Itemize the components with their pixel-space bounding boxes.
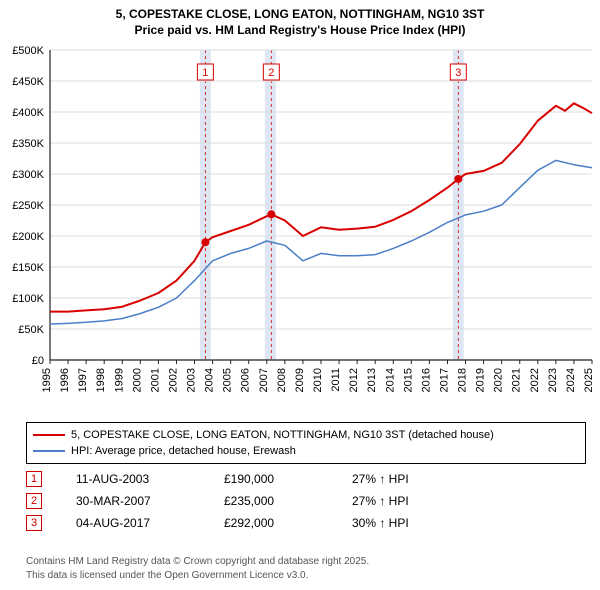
svg-text:£0: £0 [32,355,44,367]
svg-text:2015: 2015 [402,368,414,392]
svg-text:2024: 2024 [565,368,577,392]
svg-text:3: 3 [455,67,461,79]
svg-text:£400K: £400K [12,107,44,119]
credits-line: This data is licensed under the Open Gov… [26,569,369,583]
svg-text:2010: 2010 [312,368,324,392]
title-line-1: 5, COPESTAKE CLOSE, LONG EATON, NOTTINGH… [0,6,600,22]
svg-text:2013: 2013 [366,368,378,392]
svg-text:1: 1 [202,67,208,79]
svg-text:2000: 2000 [131,368,143,392]
marker-date: 11-AUG-2003 [76,472,196,486]
legend-label: 5, COPESTAKE CLOSE, LONG EATON, NOTTINGH… [71,429,494,441]
legend-swatch [33,450,65,452]
credits: Contains HM Land Registry data © Crown c… [26,555,369,582]
svg-text:2006: 2006 [240,368,252,392]
svg-text:£50K: £50K [18,324,44,336]
marker-price: £190,000 [224,472,324,486]
marker-row: 3 04-AUG-2017 £292,000 30% ↑ HPI [26,512,586,534]
marker-badge: 2 [26,493,42,509]
marker-pct: 27% ↑ HPI [352,494,472,508]
chart-area: £0 £50K £100K £150K £200K £250K £300K £350K £400… [0,44,600,414]
svg-text:2008: 2008 [276,368,288,392]
chart-title: 5, COPESTAKE CLOSE, LONG EATON, NOTTINGH… [0,0,600,38]
svg-text:2009: 2009 [294,368,306,392]
marker-price: £292,000 [224,516,324,530]
marker-row: 2 30-MAR-2007 £235,000 27% ↑ HPI [26,490,586,512]
marker-price: £235,000 [224,494,324,508]
marker-badge: 3 [26,515,42,531]
marker-date: 04-AUG-2017 [76,516,196,530]
legend-swatch [33,434,65,436]
svg-text:1998: 1998 [95,368,107,392]
svg-text:2001: 2001 [149,368,161,392]
marker-pct: 30% ↑ HPI [352,516,472,530]
svg-text:£100K: £100K [12,293,44,305]
svg-text:2025: 2025 [583,368,595,392]
svg-text:2004: 2004 [204,368,216,392]
svg-text:2002: 2002 [167,368,179,392]
svg-text:£350K: £350K [12,138,44,150]
svg-text:£250K: £250K [12,200,44,212]
svg-text:1997: 1997 [77,368,89,392]
legend-item: 5, COPESTAKE CLOSE, LONG EATON, NOTTINGH… [33,427,579,443]
credits-line: Contains HM Land Registry data © Crown c… [26,555,369,569]
title-line-2: Price paid vs. HM Land Registry's House … [0,22,600,38]
svg-text:2023: 2023 [547,368,559,392]
svg-text:£500K: £500K [12,45,44,57]
svg-text:2018: 2018 [457,368,469,392]
svg-text:1995: 1995 [41,368,53,392]
svg-text:2003: 2003 [186,368,198,392]
svg-text:2012: 2012 [348,368,360,392]
legend-label: HPI: Average price, detached house, Erew… [71,445,296,457]
svg-text:2016: 2016 [420,368,432,392]
marker-badge: 1 [26,471,42,487]
svg-text:2022: 2022 [529,368,541,392]
svg-text:2019: 2019 [475,368,487,392]
legend-item: HPI: Average price, detached house, Erew… [33,443,579,459]
svg-text:£450K: £450K [12,76,44,88]
svg-text:2007: 2007 [258,368,270,392]
marker-date: 30-MAR-2007 [76,494,196,508]
svg-text:2011: 2011 [330,368,342,392]
svg-text:2017: 2017 [438,368,450,392]
svg-text:1996: 1996 [59,368,71,392]
svg-text:£300K: £300K [12,169,44,181]
svg-text:2014: 2014 [384,368,396,392]
svg-text:£150K: £150K [12,262,44,274]
svg-text:1999: 1999 [113,368,125,392]
legend: 5, COPESTAKE CLOSE, LONG EATON, NOTTINGH… [26,422,586,464]
marker-pct: 27% ↑ HPI [352,472,472,486]
svg-text:2020: 2020 [493,368,505,392]
marker-row: 1 11-AUG-2003 £190,000 27% ↑ HPI [26,468,586,490]
svg-text:2: 2 [268,67,274,79]
marker-table: 1 11-AUG-2003 £190,000 27% ↑ HPI 2 30-MA… [26,468,586,534]
svg-text:£200K: £200K [12,231,44,243]
chart-container: 5, COPESTAKE CLOSE, LONG EATON, NOTTINGH… [0,0,600,590]
line-chart: £0 £50K £100K £150K £200K £250K £300K £350K £400… [0,44,600,414]
svg-text:2021: 2021 [511,368,523,392]
svg-text:2005: 2005 [222,368,234,392]
